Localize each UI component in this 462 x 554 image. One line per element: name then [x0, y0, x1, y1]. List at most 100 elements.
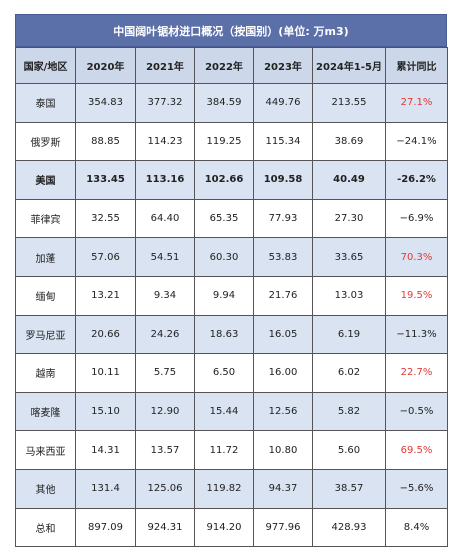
y2023-cell: 77.93 — [253, 198, 313, 239]
country-cell: 泰国 — [15, 83, 76, 123]
y2020-cell: 88.85 — [75, 121, 136, 162]
table-body: 泰国 354.83 377.32 384.59 449.76 213.55 27.1% 俄罗斯… — [15, 83, 448, 548]
yoy-cell: −5.6% — [385, 468, 448, 509]
y2021-cell: 54.51 — [135, 237, 195, 277]
yoy-cell: -26.2% — [385, 160, 448, 200]
table-row: 美国 133.45 113.16 102.66 109.58 40.49 -26.2% — [15, 160, 448, 200]
y2022-cell: 119.82 — [194, 468, 254, 509]
y2022-cell: 18.63 — [194, 314, 254, 355]
y2024-cell: 38.57 — [312, 468, 386, 509]
y2020-cell: 20.66 — [75, 314, 136, 355]
y2020-cell: 15.10 — [75, 391, 136, 432]
y2023-cell: 16.05 — [253, 314, 313, 355]
y2020-cell: 14.31 — [75, 430, 136, 470]
y2021-cell: 13.57 — [135, 430, 195, 470]
table-row: 加蓬 57.06 54.51 60.30 53.83 33.65 70.3% — [15, 237, 448, 277]
table-row: 越南 10.11 5.75 6.50 16.00 6.02 22.7% — [15, 353, 448, 393]
y2023-cell: 449.76 — [253, 83, 313, 123]
country-cell: 菲律宾 — [15, 198, 76, 239]
table-row: 罗马尼亚 20.66 24.26 18.63 16.05 6.19 −11.3% — [15, 314, 448, 355]
yoy-cell: −24.1% — [385, 121, 448, 162]
table-row: 其他 131.4 125.06 119.82 94.37 38.57 −5.6% — [15, 468, 448, 509]
country-cell: 罗马尼亚 — [15, 314, 76, 355]
table-row: 缅甸 13.21 9.34 9.94 21.76 13.03 19.5% — [15, 275, 448, 316]
import-table-card: 中国阔叶锯材进口概况（按国别）(单位: 万m3) 国家/地区 2020年 202… — [15, 14, 448, 548]
y2020-cell: 32.55 — [75, 198, 136, 239]
country-cell: 其他 — [15, 468, 76, 509]
y2024-cell: 6.19 — [312, 314, 386, 355]
y2022-cell: 119.25 — [194, 121, 254, 162]
y2022-cell: 15.44 — [194, 391, 254, 432]
header-2021: 2021年 — [135, 47, 195, 84]
y2021-cell: 9.34 — [135, 275, 195, 316]
header-2023: 2023年 — [253, 47, 313, 84]
y2023-cell: 12.56 — [253, 391, 313, 432]
y2023-cell: 977.96 — [253, 507, 313, 548]
y2024-cell: 27.30 — [312, 198, 386, 239]
y2021-cell: 113.16 — [135, 160, 195, 200]
y2023-cell: 10.80 — [253, 430, 313, 470]
y2020-cell: 13.21 — [75, 275, 136, 316]
yoy-cell: 19.5% — [385, 275, 448, 316]
y2024-cell: 6.02 — [312, 353, 386, 393]
y2023-cell: 109.58 — [253, 160, 313, 200]
yoy-cell: 69.5% — [385, 430, 448, 470]
table-row: 总和 897.09 924.31 914.20 977.96 428.93 8.4% — [15, 507, 448, 548]
y2022-cell: 384.59 — [194, 83, 254, 123]
country-cell: 马来西亚 — [15, 430, 76, 470]
y2024-cell: 5.82 — [312, 391, 386, 432]
y2021-cell: 924.31 — [135, 507, 195, 548]
header-2022: 2022年 — [194, 47, 254, 84]
y2020-cell: 57.06 — [75, 237, 136, 277]
y2022-cell: 65.35 — [194, 198, 254, 239]
header-2020: 2020年 — [75, 47, 136, 84]
import-table: 国家/地区 2020年 2021年 2022年 2023年 2024年1-5月 … — [15, 47, 448, 548]
y2024-cell: 38.69 — [312, 121, 386, 162]
y2022-cell: 102.66 — [194, 160, 254, 200]
y2021-cell: 12.90 — [135, 391, 195, 432]
country-cell: 俄罗斯 — [15, 121, 76, 162]
yoy-cell: 22.7% — [385, 353, 448, 393]
y2021-cell: 64.40 — [135, 198, 195, 239]
yoy-cell: 70.3% — [385, 237, 448, 277]
country-cell: 加蓬 — [15, 237, 76, 277]
y2023-cell: 16.00 — [253, 353, 313, 393]
y2020-cell: 133.45 — [75, 160, 136, 200]
y2021-cell: 5.75 — [135, 353, 195, 393]
y2022-cell: 6.50 — [194, 353, 254, 393]
country-cell: 美国 — [15, 160, 76, 200]
y2024-cell: 428.93 — [312, 507, 386, 548]
header-row: 国家/地区 2020年 2021年 2022年 2023年 2024年1-5月 … — [15, 47, 448, 84]
yoy-cell: −6.9% — [385, 198, 448, 239]
header-2024-jan-may: 2024年1-5月 — [312, 47, 386, 84]
y2020-cell: 131.4 — [75, 468, 136, 509]
y2020-cell: 354.83 — [75, 83, 136, 123]
y2023-cell: 94.37 — [253, 468, 313, 509]
y2023-cell: 115.34 — [253, 121, 313, 162]
country-cell: 缅甸 — [15, 275, 76, 316]
table-row: 菲律宾 32.55 64.40 65.35 77.93 27.30 −6.9% — [15, 198, 448, 239]
y2024-cell: 5.60 — [312, 430, 386, 470]
y2022-cell: 914.20 — [194, 507, 254, 548]
country-cell: 喀麦隆 — [15, 391, 76, 432]
table-row: 马来西亚 14.31 13.57 11.72 10.80 5.60 69.5% — [15, 430, 448, 470]
table-row: 泰国 354.83 377.32 384.59 449.76 213.55 27.1% — [15, 83, 448, 123]
y2021-cell: 114.23 — [135, 121, 195, 162]
y2024-cell: 213.55 — [312, 83, 386, 123]
table-row: 喀麦隆 15.10 12.90 15.44 12.56 5.82 −0.5% — [15, 391, 448, 432]
y2023-cell: 53.83 — [253, 237, 313, 277]
y2024-cell: 33.65 — [312, 237, 386, 277]
y2021-cell: 377.32 — [135, 83, 195, 123]
yoy-cell: 8.4% — [385, 507, 448, 548]
header-country: 国家/地区 — [15, 47, 76, 84]
table-row: 俄罗斯 88.85 114.23 119.25 115.34 38.69 −24.1% — [15, 121, 448, 162]
y2024-cell: 40.49 — [312, 160, 386, 200]
y2022-cell: 60.30 — [194, 237, 254, 277]
country-cell: 越南 — [15, 353, 76, 393]
country-cell: 总和 — [15, 507, 76, 548]
y2024-cell: 13.03 — [312, 275, 386, 316]
y2020-cell: 897.09 — [75, 507, 136, 548]
yoy-cell: 27.1% — [385, 83, 448, 123]
table-title: 中国阔叶锯材进口概况（按国别）(单位: 万m3) — [15, 14, 447, 47]
yoy-cell: −11.3% — [385, 314, 448, 355]
